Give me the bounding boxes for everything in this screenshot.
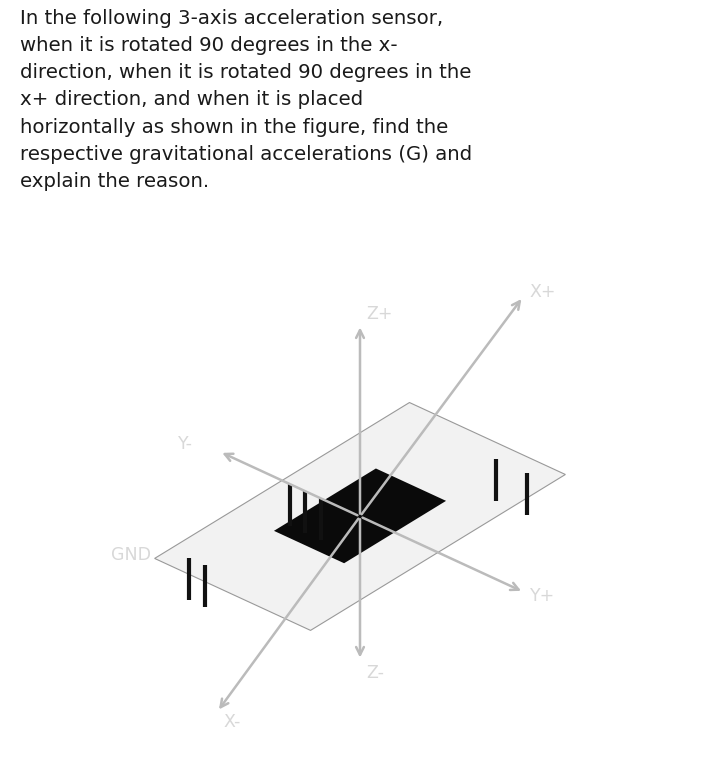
Text: In the following 3-axis acceleration sensor,
when it is rotated 90 degrees in th: In the following 3-axis acceleration sen… <box>20 9 472 191</box>
Polygon shape <box>274 469 446 563</box>
Text: Y-: Y- <box>178 434 193 452</box>
Polygon shape <box>155 402 565 630</box>
Text: X-: X- <box>223 713 240 731</box>
Text: GND: GND <box>111 546 151 564</box>
Text: Z-: Z- <box>366 665 384 682</box>
Text: Y+: Y+ <box>530 587 555 605</box>
Text: X+: X+ <box>529 283 556 301</box>
Text: Z+: Z+ <box>366 304 392 323</box>
